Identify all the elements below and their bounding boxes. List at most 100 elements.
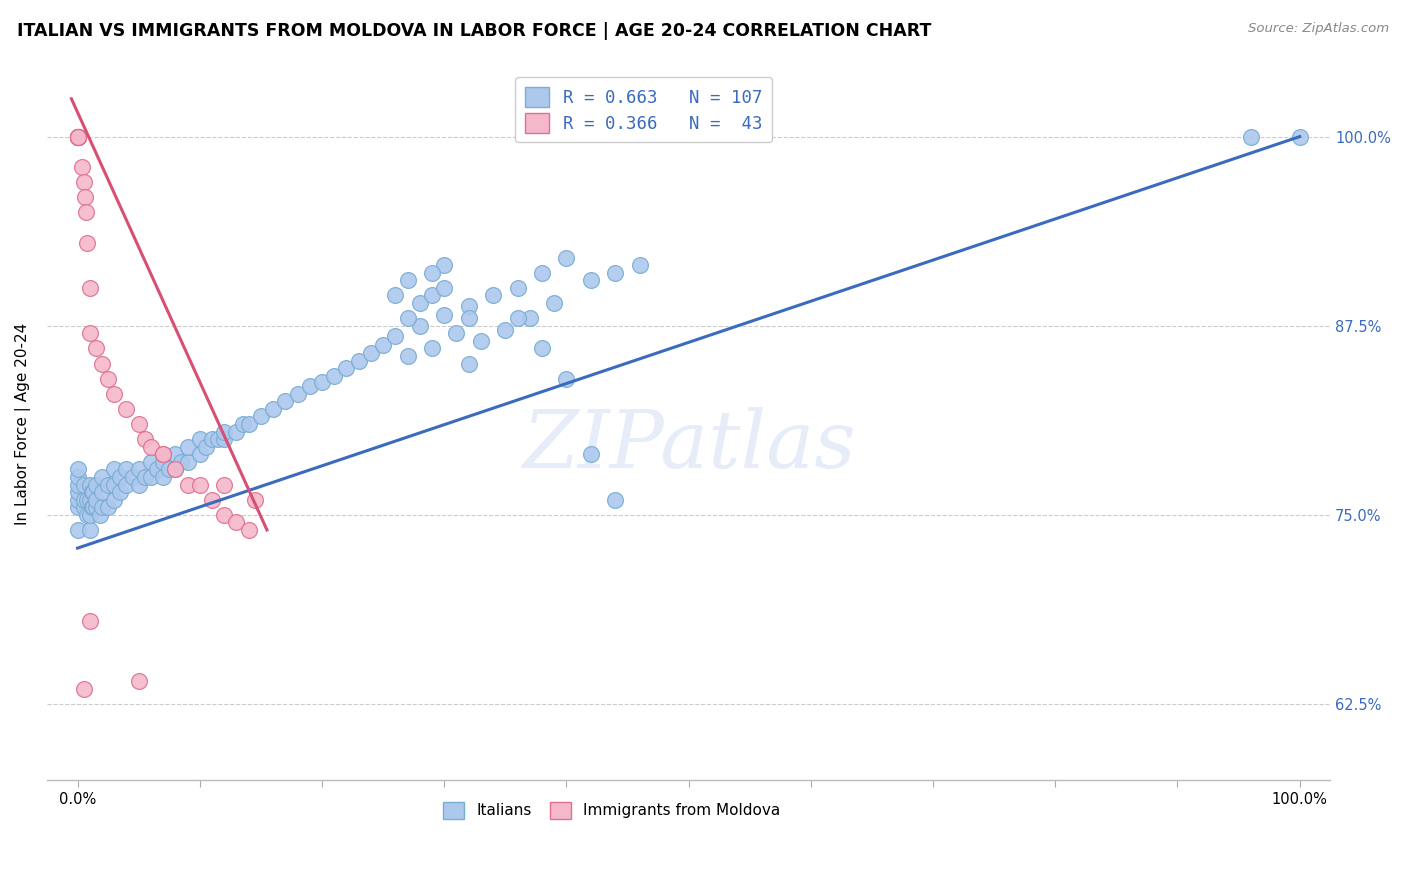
Point <box>139 440 162 454</box>
Point <box>506 311 529 326</box>
Point <box>115 462 138 476</box>
Point <box>188 477 211 491</box>
Point <box>66 129 89 144</box>
Point <box>91 357 114 371</box>
Point <box>66 129 89 144</box>
Point <box>79 477 101 491</box>
Point <box>238 417 260 431</box>
Point <box>152 470 174 484</box>
Point <box>188 432 211 446</box>
Point <box>66 485 89 500</box>
Point <box>72 500 94 515</box>
Point <box>66 129 89 144</box>
Point <box>76 235 98 250</box>
Point <box>274 394 297 409</box>
Point <box>66 470 89 484</box>
Point <box>287 386 309 401</box>
Point <box>66 477 89 491</box>
Point <box>79 523 101 537</box>
Point <box>519 311 541 326</box>
Point <box>482 288 505 302</box>
Point <box>91 500 114 515</box>
Point <box>555 251 578 265</box>
Point <box>66 523 89 537</box>
Point <box>79 614 101 628</box>
Text: ZIPatlas: ZIPatlas <box>522 407 855 484</box>
Point <box>73 190 96 204</box>
Point <box>72 681 94 696</box>
Point <box>152 447 174 461</box>
Point <box>250 409 273 424</box>
Point <box>157 462 180 476</box>
Point <box>433 308 456 322</box>
Point <box>1288 129 1310 144</box>
Point <box>605 266 627 280</box>
Point <box>176 455 198 469</box>
Point <box>128 477 150 491</box>
Point <box>1240 129 1263 144</box>
Point <box>165 447 187 461</box>
Point <box>76 508 98 522</box>
Point <box>457 299 479 313</box>
Point <box>84 492 107 507</box>
Point <box>121 470 143 484</box>
Point <box>115 401 138 416</box>
Point <box>409 318 432 333</box>
Point <box>212 508 235 522</box>
Point <box>66 129 89 144</box>
Point <box>605 492 627 507</box>
Point <box>76 492 98 507</box>
Text: Source: ZipAtlas.com: Source: ZipAtlas.com <box>1249 22 1389 36</box>
Point <box>72 175 94 189</box>
Point <box>628 258 651 272</box>
Point <box>323 368 346 383</box>
Point <box>335 361 357 376</box>
Point <box>66 129 89 144</box>
Point <box>212 432 235 446</box>
Point <box>543 296 565 310</box>
Point <box>579 447 602 461</box>
Point <box>201 492 224 507</box>
Point <box>176 440 198 454</box>
Point <box>128 417 150 431</box>
Point <box>79 508 101 522</box>
Text: ITALIAN VS IMMIGRANTS FROM MOLDOVA IN LABOR FORCE | AGE 20-24 CORRELATION CHART: ITALIAN VS IMMIGRANTS FROM MOLDOVA IN LA… <box>17 22 931 40</box>
Point <box>66 129 89 144</box>
Point <box>262 401 284 416</box>
Point <box>91 470 114 484</box>
Point <box>66 129 89 144</box>
Point <box>360 346 382 360</box>
Point <box>79 281 101 295</box>
Point <box>82 485 104 500</box>
Point <box>396 349 419 363</box>
Point <box>231 417 253 431</box>
Point <box>396 273 419 287</box>
Point <box>103 386 125 401</box>
Point <box>82 500 104 515</box>
Point <box>72 477 94 491</box>
Point <box>225 516 247 530</box>
Point <box>225 425 247 439</box>
Point <box>347 353 370 368</box>
Point <box>72 160 94 174</box>
Point <box>89 508 111 522</box>
Point <box>311 375 333 389</box>
Point <box>66 129 89 144</box>
Point <box>79 492 101 507</box>
Point <box>103 477 125 491</box>
Point <box>152 447 174 461</box>
Point <box>66 129 89 144</box>
Point <box>66 129 89 144</box>
Point <box>494 323 516 337</box>
Point <box>194 440 217 454</box>
Point <box>384 329 406 343</box>
Point <box>420 342 443 356</box>
Point <box>84 500 107 515</box>
Point <box>79 326 101 341</box>
Point <box>103 462 125 476</box>
Point <box>134 470 156 484</box>
Point <box>128 462 150 476</box>
Point <box>470 334 492 348</box>
Point <box>128 674 150 689</box>
Point <box>579 273 602 287</box>
